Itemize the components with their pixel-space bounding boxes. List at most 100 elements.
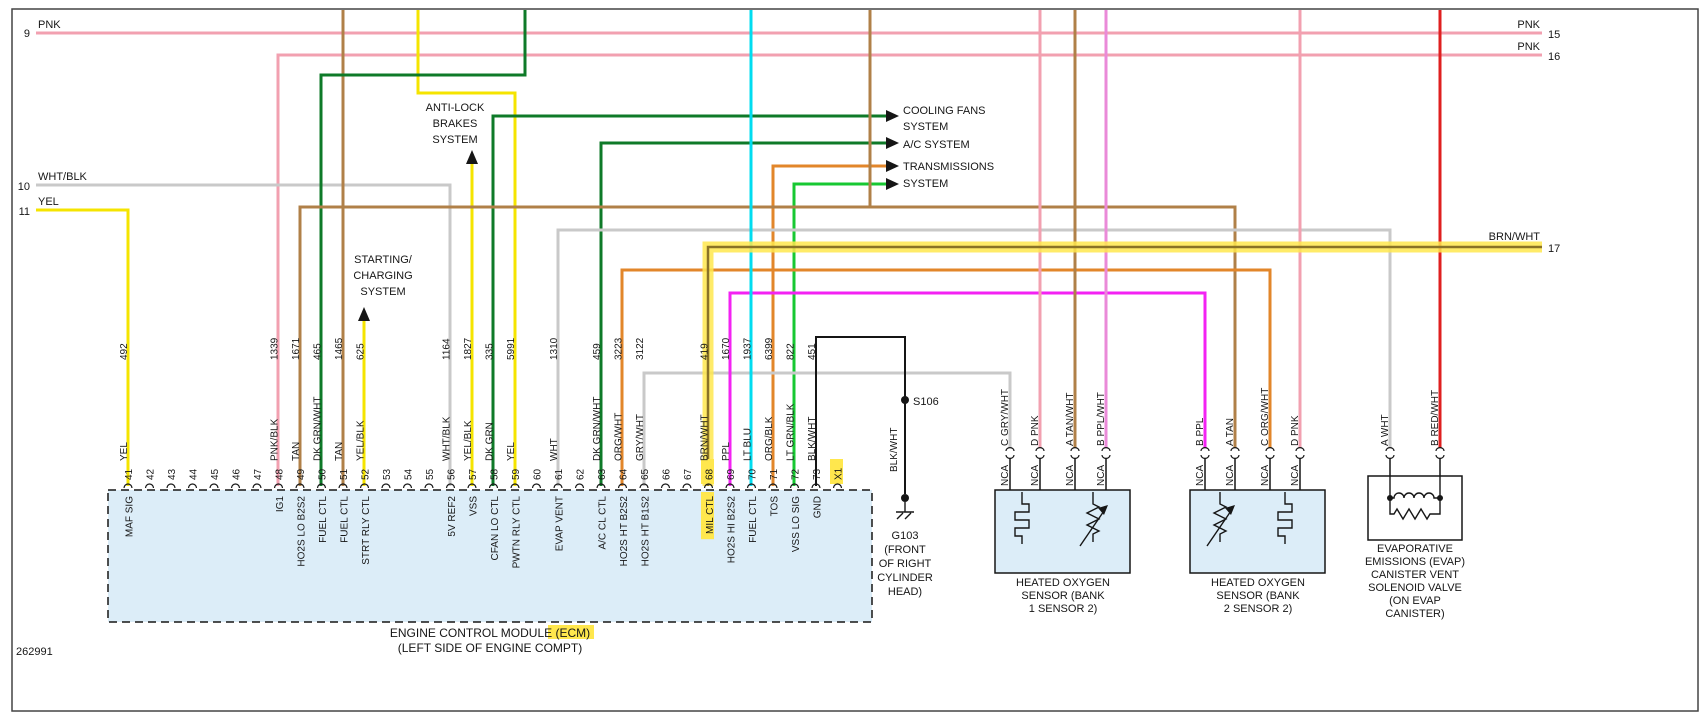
component-pin-label: C GRY/WHT — [1000, 389, 1011, 446]
component-pin-row: NCA C GRY/WHT NCA D PNK NCA A TAN/WHT NCA B PPL… — [1000, 388, 1445, 490]
component-pin-label: D PNK — [1030, 415, 1041, 446]
wire-color-label: PNK — [38, 19, 61, 31]
ecm-pin-connector-arc — [252, 483, 262, 489]
nca-label: NCA — [1260, 465, 1271, 486]
ecm-pin-number: 42 — [146, 468, 157, 480]
wire-number-label: 459 — [592, 343, 603, 360]
wire-ppl-1670 — [728, 291, 1207, 486]
wire-orgblk-6399-tos — [771, 164, 886, 486]
solenoid-resistor-icon — [1389, 498, 1441, 521]
ecm-pin-connector-arc — [832, 483, 843, 489]
wire-color-label: YEL — [119, 442, 130, 461]
wire-color-label: LT GRN/BLK — [786, 403, 797, 461]
starting-system-label: SYSTEM — [360, 286, 405, 298]
wire-number-label: 335 — [485, 343, 496, 360]
ecm-pin-function-label: HO2S HT B1S2 — [641, 496, 652, 567]
starting-system-label: CHARGING — [353, 270, 412, 282]
ecm-pin-function-label: VSS — [469, 496, 480, 516]
ecm-pin-row: 41 MAF SIG 492 YEL 42 43 44 45 46 47 48 IG1 1339 PNK/… — [119, 337, 845, 568]
ecm-pin-connector-arc — [574, 483, 585, 489]
mil-highlight-band — [702, 241, 1542, 486]
ecm-pin-connector-arc — [230, 483, 241, 489]
ho2s-bank2-box — [1189, 489, 1326, 574]
wire-yel-11-mafsig — [36, 208, 130, 486]
ecm-pin-connector-arc — [359, 483, 370, 489]
ground-location: HEAD) — [888, 586, 922, 598]
ecm-pin-function-label: FUEL CTL — [748, 496, 759, 543]
inline-connector-arc — [1295, 447, 1305, 452]
inline-connector-arc — [1295, 454, 1305, 459]
wire-dkgrnwht-465 — [319, 10, 527, 486]
ecm-pin-number: 55 — [425, 468, 436, 480]
ecm-pin-connector-arc — [596, 483, 606, 489]
inline-connector-arc — [1265, 454, 1275, 459]
wire-color-label: PNK — [1517, 41, 1540, 53]
ecm-pin-connector-arc — [531, 483, 542, 489]
search-highlight — [701, 492, 714, 540]
page-ref-number: 11 — [19, 206, 30, 218]
wire-number-label: 1827 — [463, 337, 474, 360]
ecm-pin-number: 64 — [619, 468, 630, 480]
ecm-pin-connector-arc — [273, 483, 284, 489]
wire-number-label: 3122 — [635, 337, 646, 360]
ecm-pin-function-label: FUEL CTL — [340, 496, 351, 543]
ecm-pin-function-label: VSS LO SIG — [791, 496, 802, 552]
wire-color-label: YEL/BLK — [356, 420, 367, 461]
wire-color-label: DK GRN/WHT — [313, 397, 324, 461]
wire-number-label: 6399 — [764, 337, 775, 360]
ecm-pin-number: 65 — [640, 468, 651, 480]
ground-location: CYLINDER — [877, 572, 933, 584]
wire-color-label: DK GRN — [485, 422, 496, 461]
evap-name: EVAPORATIVE — [1377, 543, 1453, 555]
wire-number-label: 465 — [313, 343, 324, 360]
wire-whtblk-10-5vref — [36, 183, 452, 486]
heater-element-icon — [1277, 492, 1293, 544]
component-pin-label: A TAN/WHT — [1065, 392, 1076, 446]
wire-number-label: 625 — [356, 343, 367, 360]
search-highlight — [701, 459, 714, 484]
wire-color-label: GRY/WHT — [635, 414, 646, 461]
wire-number-label: 1670 — [721, 337, 732, 360]
ecm-pin-connector-arc — [166, 483, 176, 489]
inline-connector-arc — [1230, 454, 1240, 459]
wire-tan-1671-bus — [298, 205, 1237, 486]
inline-connector-arc — [1200, 454, 1210, 459]
inline-connector-arc — [1265, 447, 1275, 452]
variable-arrow — [1079, 507, 1107, 547]
wire-color-label: TAN — [291, 442, 302, 461]
ecm-pin-number: 68 — [705, 468, 716, 480]
component-pin-label: B PPL/WHT — [1096, 392, 1107, 446]
ecm-pin-number: 70 — [748, 468, 759, 480]
wire-color-label: TAN — [334, 442, 345, 461]
ground-wire-color: BLK/WHT — [889, 428, 900, 472]
ecm-pin-number: 67 — [683, 468, 694, 480]
figure-number: 262991 — [16, 646, 53, 658]
abs-system-label: ANTI-LOCK — [426, 102, 485, 114]
ecm-pin-function-label: PWTN RLY CTL — [512, 496, 523, 569]
wire-number-label: 5991 — [506, 337, 517, 360]
splice-label: S106 — [913, 396, 939, 408]
wire-color-label: BLK/WHT — [807, 417, 818, 461]
page-ref-number: 10 — [18, 181, 30, 193]
inline-connector-arc — [1070, 447, 1080, 452]
evap-name: CANISTER) — [1385, 608, 1444, 620]
ecm-pin-number: 47 — [253, 468, 264, 480]
trans-arrow-1 — [886, 160, 899, 172]
evap-name: SOLENOID VALVE — [1368, 582, 1462, 594]
cooling-fans-label: COOLING FANS — [903, 105, 986, 117]
ecm-pin-number: 62 — [576, 468, 587, 480]
ecm-pin-connector-arc — [789, 483, 800, 489]
ecm-box — [107, 489, 873, 623]
evap-name: CANISTER VENT — [1371, 569, 1459, 581]
nca-label: NCA — [1000, 465, 1011, 486]
wire-number-label: 1310 — [549, 337, 560, 360]
diagram-border — [11, 8, 1699, 712]
ecm-pin-number: 41 — [124, 468, 135, 480]
ecm-pin-connector-arc — [510, 483, 520, 489]
wire-brnwht-419-mil — [706, 245, 1542, 486]
inline-connector-arc — [1101, 447, 1111, 452]
component-pin-label: B PPL — [1195, 417, 1206, 446]
variable-arrow-head — [1225, 505, 1235, 515]
variable-arrow-head — [1098, 505, 1108, 515]
